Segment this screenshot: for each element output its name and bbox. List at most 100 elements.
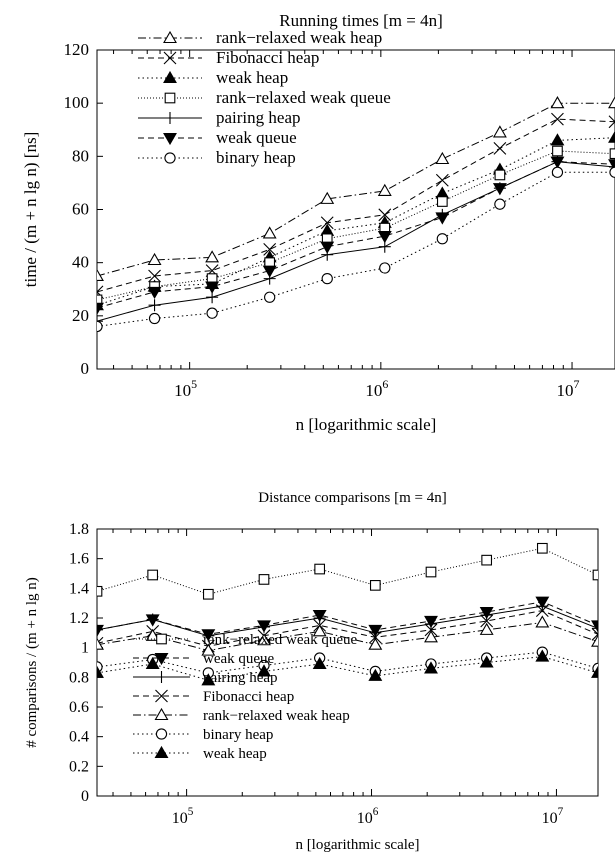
chart-2: Distance comparisons [m = 4n] 0 0.2 0.4 0.6 0… [24,490,599,853]
series-line-binary-heap [97,651,598,674]
y-tick-label: 1.6 [69,551,89,568]
y-axis-label: time / (m + n lg n) [ns] [21,132,40,287]
x-axis-label: n [logarithmic scale] [295,837,419,853]
data-point-rank-relaxed-weak-queue [609,148,615,160]
legend-label: weak queue [216,128,297,147]
y-tick-label: 20 [72,306,89,325]
data-point-binary-heap [551,166,564,178]
data-point-rank-relaxed-weak-heap [147,252,162,266]
data-point-weak-queue [550,156,565,169]
data-point-rank-relaxed-weak-queue [592,569,598,581]
x-tick-label: 105 [174,377,197,400]
data-point-weak-queue [435,212,450,225]
legend-marker [155,689,168,703]
data-point-weak-heap [97,665,104,678]
y-tick-label: 120 [64,40,90,59]
y-tick-label: 100 [64,93,90,112]
data-point-fibonacci-heap [263,242,277,256]
data-point-weak-queue [205,281,220,294]
data-point-weak-queue [492,183,507,196]
data-point-rank-relaxed-weak-queue [369,580,381,591]
y-tick-label: 0.4 [69,729,89,746]
data-point-pairing-heap [148,299,161,312]
y-tick-label: 1.2 [69,610,89,627]
legend-marker [154,707,169,721]
legend-label: pairing heap [203,670,278,686]
y-tick-label: 1.4 [69,580,89,597]
x-tick-label: 106 [357,806,379,827]
legend-label: binary heap [216,148,296,167]
legend-label: Fibonacci heap [203,689,294,705]
x-axis-label: n [logarithmic scale] [296,415,437,434]
data-point-rank-relaxed-weak-queue [97,585,103,597]
data-point-weak-heap [550,133,565,146]
data-point-fibonacci-heap [148,269,161,283]
x-tick-label: 107 [557,377,580,400]
data-point-fibonacci-heap [493,141,507,155]
data-point-fibonacci-heap [435,173,449,187]
series-line-pairing-heap [97,605,598,637]
data-point-rank-relaxed-weak-queue [536,542,548,554]
data-point-weak-heap [145,656,160,670]
data-point-pairing-heap [202,629,215,642]
legend-marker [154,745,169,759]
data-point-rank-relaxed-weak-heap [205,250,220,263]
legend: rank−relaxed weak queue weak queue pairing… [133,632,358,762]
data-point-rank-relaxed-weak-queue [494,169,506,181]
data-point-fibonacci-heap [320,216,334,230]
data-point-pairing-heap [592,622,598,635]
series-line-binary-heap [97,171,615,327]
series-line-weak-heap [97,137,615,306]
data-point-weak-heap [312,656,327,670]
data-point-weak-heap [424,661,438,674]
data-point-rank-relaxed-weak-heap [368,637,383,650]
data-point-weak-heap [201,673,216,686]
data-point-weak-queue [97,624,104,637]
y-tick-label: 0.2 [69,758,89,775]
y-tick-label: 0.6 [69,699,89,716]
data-point-rank-relaxed-weak-heap [435,151,450,165]
legend-marker [164,152,176,164]
data-point-rank-relaxed-weak-heap [424,630,438,643]
legend-label: rank−relaxed weak heap [203,708,350,724]
data-point-pairing-heap [97,623,103,636]
legend-marker [163,132,177,146]
data-point-pairing-heap [97,315,103,328]
series-line-fibonacci-heap [97,610,598,647]
data-point-rank-relaxed-weak-queue [147,569,159,581]
data-point-rank-relaxed-weak-queue [481,554,493,566]
y-tick-label: 1 [81,640,89,657]
legend-marker [154,652,169,666]
x-tick-label: 107 [542,806,564,827]
data-point-rank-relaxed-weak-heap [145,628,160,641]
legend-label: binary heap [203,727,273,743]
series-group [97,542,598,686]
legend-label: rank−relaxed weak queue [203,632,358,648]
data-point-binary-heap [206,307,218,319]
data-point-binary-heap [379,262,391,274]
chart-title: Running times [m = 4n] [279,11,443,30]
data-point-weak-queue [262,265,277,278]
data-point-fibonacci-heap [551,112,564,126]
data-point-binary-heap [264,291,276,303]
chart-title: Distance comparisons [m = 4n] [258,490,446,506]
series-line-weak-queue [97,161,615,309]
data-point-rank-relaxed-weak-heap [312,624,327,637]
y-tick-label: 0 [81,788,89,805]
legend-label: rank−relaxed weak heap [216,28,382,47]
data-point-weak-heap [479,655,494,668]
data-point-fibonacci-heap [368,630,382,644]
data-point-pairing-heap [425,617,437,630]
legend-label: weak queue [203,651,275,667]
data-point-pairing-heap [146,613,159,626]
data-point-pairing-heap [609,160,615,173]
data-point-binary-heap [436,233,448,245]
series-line-rank-relaxed-weak-heap [97,621,598,652]
x-tick-label: 106 [365,377,388,400]
data-point-binary-heap [97,320,103,333]
series-line-rank-relaxed-weak-queue [97,547,598,595]
data-point-rank-relaxed-weak-heap [377,183,392,196]
data-point-rank-relaxed-weak-heap [262,226,277,239]
